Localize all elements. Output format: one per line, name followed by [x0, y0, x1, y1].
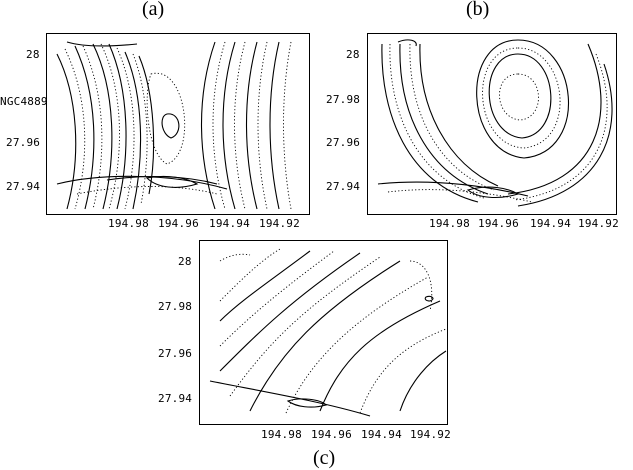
ytick-b-27.98: 27.98 [326, 93, 361, 106]
xtick-a-194.92: 194.92 [259, 217, 300, 230]
ytick-a-27.94: 27.94 [6, 180, 41, 193]
contour-lines-a [56, 41, 292, 210]
xtick-a-194.94: 194.94 [209, 217, 250, 230]
xtick-c-194.96: 194.96 [311, 428, 352, 441]
xtick-b-194.98: 194.98 [429, 217, 470, 230]
xtick-b-194.96: 194.96 [478, 217, 519, 230]
ytick-c-28: 28 [178, 255, 192, 268]
contour-plot-a [46, 33, 310, 215]
panel-label-a: (a) [142, 0, 165, 20]
ytick-c-27.98: 27.98 [158, 300, 193, 313]
xtick-b-194.94: 194.94 [530, 217, 571, 230]
annotation-ngc4889: NGC4889 [0, 95, 48, 108]
xtick-c-194.98: 194.98 [261, 428, 302, 441]
contour-lines-b [377, 39, 613, 207]
xtick-a-194.96: 194.96 [158, 217, 199, 230]
ytick-b-27.94: 27.94 [326, 180, 361, 193]
xtick-c-194.92: 194.92 [410, 428, 451, 441]
contour-plot-b [367, 33, 617, 215]
ytick-a-28: 28 [26, 48, 40, 61]
xtick-b-194.92: 194.92 [578, 217, 619, 230]
contour-plot-c [199, 240, 448, 425]
xtick-a-194.98: 194.98 [108, 217, 149, 230]
panel-label-b: (b) [466, 0, 490, 20]
ytick-b-28: 28 [346, 48, 360, 61]
contour-lines-c [209, 248, 447, 417]
ytick-b-27.96: 27.96 [326, 136, 361, 149]
panel-label-c: (c) [313, 447, 336, 469]
xtick-c-194.94: 194.94 [361, 428, 402, 441]
ytick-a-27.96: 27.96 [6, 136, 41, 149]
ytick-c-27.94: 27.94 [158, 392, 193, 405]
ytick-c-27.96: 27.96 [158, 347, 193, 360]
